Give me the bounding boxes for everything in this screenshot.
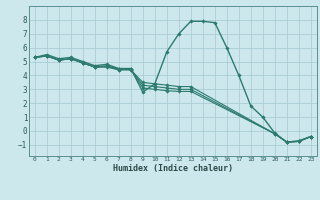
X-axis label: Humidex (Indice chaleur): Humidex (Indice chaleur) <box>113 164 233 173</box>
